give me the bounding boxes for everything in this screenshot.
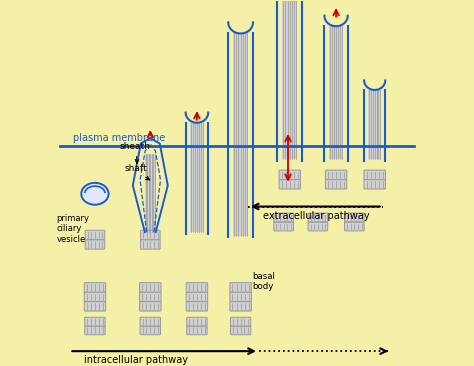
FancyBboxPatch shape [230, 302, 251, 311]
FancyBboxPatch shape [364, 170, 385, 180]
FancyBboxPatch shape [230, 283, 251, 292]
FancyBboxPatch shape [186, 302, 208, 311]
FancyBboxPatch shape [187, 317, 207, 326]
Ellipse shape [81, 183, 109, 205]
FancyBboxPatch shape [186, 292, 208, 302]
FancyBboxPatch shape [84, 292, 106, 302]
Bar [145, 154, 156, 232]
FancyBboxPatch shape [274, 222, 293, 231]
FancyBboxPatch shape [230, 317, 251, 326]
Text: primary
ciliary
vesicle: primary ciliary vesicle [57, 214, 90, 244]
Text: intracellular pathway: intracellular pathway [84, 355, 188, 365]
FancyBboxPatch shape [139, 292, 161, 302]
FancyBboxPatch shape [325, 170, 347, 180]
FancyBboxPatch shape [84, 302, 106, 311]
Bar [329, 26, 343, 159]
FancyBboxPatch shape [139, 283, 161, 292]
FancyBboxPatch shape [230, 292, 251, 302]
FancyBboxPatch shape [325, 180, 347, 189]
FancyBboxPatch shape [85, 326, 105, 335]
FancyBboxPatch shape [279, 170, 301, 180]
FancyBboxPatch shape [140, 240, 160, 249]
FancyBboxPatch shape [274, 213, 293, 222]
FancyBboxPatch shape [345, 222, 364, 231]
FancyBboxPatch shape [139, 302, 161, 311]
FancyBboxPatch shape [364, 180, 385, 189]
FancyBboxPatch shape [308, 213, 328, 222]
FancyBboxPatch shape [187, 326, 207, 335]
FancyBboxPatch shape [345, 213, 364, 222]
FancyBboxPatch shape [186, 283, 208, 292]
Text: sheath: sheath [119, 142, 150, 163]
FancyBboxPatch shape [140, 230, 160, 240]
FancyBboxPatch shape [84, 283, 106, 292]
Text: extracellular pathway: extracellular pathway [263, 211, 369, 221]
Text: shaft: shaft [125, 164, 150, 180]
FancyBboxPatch shape [85, 240, 105, 249]
Bar [282, 0, 298, 159]
FancyBboxPatch shape [279, 180, 301, 189]
FancyBboxPatch shape [140, 317, 161, 326]
Bar [368, 90, 381, 159]
Text: basal
body: basal body [252, 272, 275, 291]
Bar [190, 123, 204, 232]
Bar [233, 33, 248, 236]
FancyBboxPatch shape [308, 222, 328, 231]
FancyBboxPatch shape [140, 326, 161, 335]
Text: plasma membrane: plasma membrane [73, 133, 165, 143]
FancyBboxPatch shape [230, 326, 251, 335]
FancyBboxPatch shape [85, 230, 105, 240]
FancyBboxPatch shape [85, 317, 105, 326]
